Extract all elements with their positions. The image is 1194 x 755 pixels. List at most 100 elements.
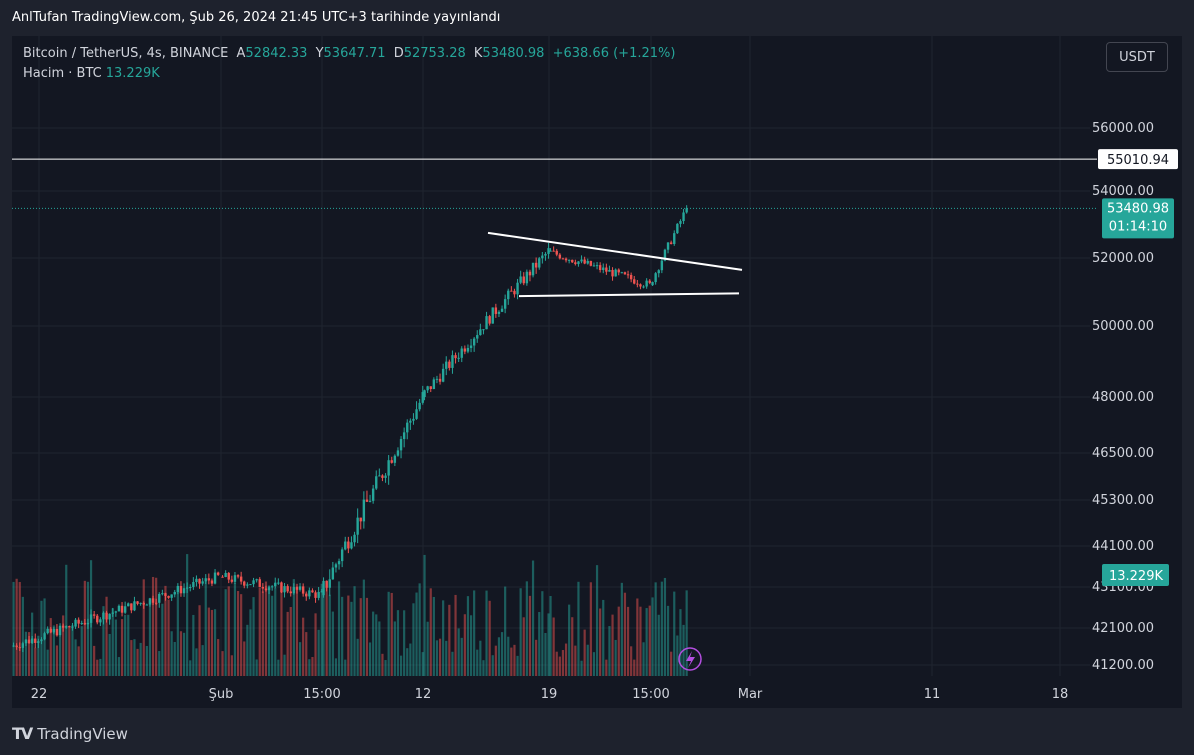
tradingview-logo[interactable]: TV TradingView [12, 724, 128, 743]
candle-body [30, 638, 34, 644]
volume-bar [412, 603, 415, 676]
volume-price-label: 13.229K [1109, 569, 1163, 584]
currency-button[interactable]: USDT [1106, 42, 1168, 72]
volume-bar [393, 621, 396, 676]
candle-body [580, 259, 583, 262]
volume-bar [65, 564, 68, 676]
volume-bar [124, 614, 127, 676]
price-tick-label: 50000.00 [1092, 319, 1154, 334]
candle-body [673, 233, 676, 244]
time-tick-label: 12 [415, 687, 432, 702]
symbol-title[interactable]: Bitcoin / TetherUS, 4s, BINANCE [23, 46, 229, 61]
candle-body [531, 262, 535, 276]
volume-bar [415, 592, 418, 676]
candle-body [289, 591, 292, 594]
volume-bar [535, 639, 538, 676]
open-value: 52842.33 [245, 46, 308, 61]
volume-bar [142, 579, 145, 676]
candle-body [255, 579, 258, 581]
candle-body [571, 259, 574, 263]
candle-body [227, 572, 230, 580]
candle-body [58, 625, 62, 636]
candle-body [325, 580, 328, 588]
volume-bar [663, 577, 667, 676]
candle-body [435, 378, 439, 380]
volume-bar [381, 653, 384, 676]
volume-bar [538, 612, 541, 676]
candle-body [52, 628, 56, 633]
volume-bar [221, 651, 224, 676]
candle-body [574, 262, 577, 265]
candle-body [89, 614, 93, 623]
candle-body [629, 274, 633, 280]
candle-body [216, 572, 220, 575]
candle-body [236, 575, 240, 577]
volume-bar [403, 610, 406, 676]
volume-bar [491, 655, 494, 676]
volume-bar [602, 599, 605, 676]
volume-bar [217, 639, 220, 676]
low-value: 52753.28 [403, 46, 466, 61]
chart-panel[interactable]: 56000.00 54000.00 52000.00 50000.00 48000.00… [12, 36, 1182, 708]
volume-bar [544, 632, 547, 676]
volume-bar [479, 640, 482, 676]
candle-body [393, 455, 397, 463]
change-value: +638.66 (+1.21%) [552, 46, 676, 61]
volume-bar [525, 581, 528, 676]
candle-body [654, 273, 657, 283]
candle-body [148, 598, 152, 605]
volume-bar [666, 605, 670, 676]
candle-body [344, 541, 347, 550]
last-price-label: 53480.98 [1107, 201, 1169, 216]
price-chart[interactable]: 56000.00 54000.00 52000.00 50000.00 48000.00… [12, 36, 1182, 708]
candle-body [445, 361, 448, 369]
volume-bar [12, 581, 15, 676]
volume-bar [170, 631, 173, 676]
volume-bar [454, 594, 457, 676]
volume-bar [645, 608, 648, 676]
candle-body [179, 585, 183, 594]
volume-bar [504, 586, 507, 676]
volume-bar [261, 591, 264, 676]
candle-body [347, 541, 350, 549]
volume-bar [648, 605, 651, 676]
horizontal-level-label: 55010.94 [1107, 153, 1169, 168]
candle-body [451, 355, 454, 368]
volume-bar [274, 587, 277, 676]
candle-body [356, 517, 359, 535]
trendline-lower [518, 292, 740, 298]
volume-bar [213, 609, 217, 676]
candle-body [233, 575, 237, 582]
volume-bar [236, 591, 240, 676]
candle-body [605, 267, 608, 272]
volume-bar [568, 604, 571, 676]
candle-body [151, 598, 155, 603]
volume-bar [230, 655, 233, 676]
candle-body [384, 475, 387, 478]
candle-body [192, 582, 195, 588]
volume-label[interactable]: Hacim · BTC [23, 66, 102, 81]
candle-body [46, 628, 49, 634]
volume-bar [83, 580, 86, 676]
volume-bar [317, 629, 320, 676]
candle-body [423, 390, 426, 397]
volume-bar [445, 640, 448, 676]
candle-body [40, 639, 43, 642]
volume-bar [359, 598, 362, 676]
volume-bar [679, 609, 682, 676]
volume-bar [164, 585, 167, 676]
volume-bar [642, 642, 645, 676]
candle-body [105, 612, 108, 620]
price-tick-label: 54000.00 [1092, 184, 1154, 199]
candle-body [239, 576, 243, 582]
volume-bar [334, 658, 338, 676]
candle-body [567, 259, 571, 261]
candle-body [525, 271, 529, 284]
candle-body [390, 460, 393, 463]
candle-body [577, 261, 580, 265]
volume-bar [243, 641, 246, 676]
volume-bar [62, 615, 65, 676]
volume-bar [438, 638, 442, 676]
close-label: K [473, 46, 483, 61]
volume-bar [423, 554, 426, 676]
